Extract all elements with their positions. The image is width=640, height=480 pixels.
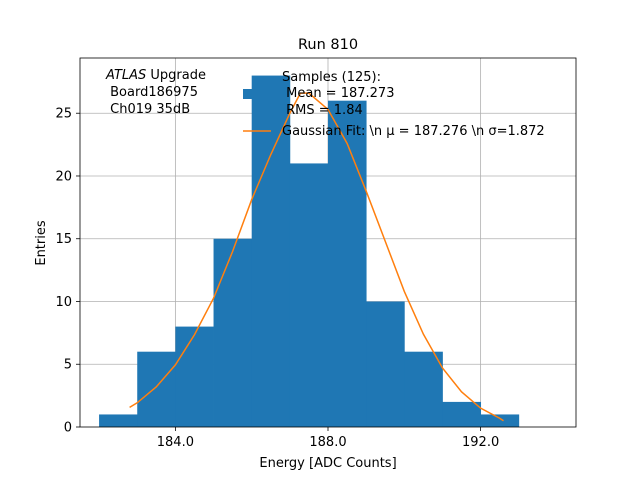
x-tick-label: 192.0: [462, 435, 499, 450]
y-axis-ticks: 0 5 10 15 20 25: [55, 107, 80, 436]
legend-patch-samples: [243, 89, 271, 99]
annotation-line-1: Upgrade: [146, 68, 206, 83]
annotation-line-3: Ch019 35dB: [106, 102, 190, 117]
histogram-bars: [99, 75, 520, 428]
x-axis-label: Energy [ADC Counts]: [259, 456, 396, 471]
y-axis-label: Entries: [34, 220, 49, 266]
x-tick-label: 188.0: [309, 435, 346, 450]
histogram-bar: [137, 351, 176, 427]
legend-samples-line-3: RMS = 1.84: [282, 103, 363, 118]
svg-text:ATLAS Upgrade: ATLAS Upgrade: [105, 68, 206, 83]
y-tick-label: 25: [55, 107, 72, 122]
annotation-line-2: Board186975: [106, 85, 198, 100]
histogram-bar: [99, 414, 138, 427]
y-tick-label: 0: [64, 421, 72, 436]
histogram-bar: [251, 75, 291, 428]
histogram-bar: [480, 414, 520, 427]
atlas-label: ATLAS: [105, 68, 146, 83]
histogram-bar: [366, 301, 405, 427]
y-tick-label: 20: [55, 169, 72, 184]
legend-samples-line-1: Samples (125):: [282, 70, 381, 85]
y-tick-label: 5: [64, 358, 72, 373]
histogram-bar: [213, 238, 253, 427]
x-axis-ticks: 184.0 188.0 192.0: [157, 427, 499, 450]
gaussian-fit-line: [129, 92, 504, 422]
histogram-bar: [442, 401, 482, 427]
legend: Samples (125): Mean = 187.273 RMS = 1.84…: [243, 70, 545, 139]
legend-fit-label: Gaussian Fit: \n μ = 187.276 \n σ=1.872: [282, 124, 545, 139]
atlas-annotation: ATLAS Upgrade Board186975 Ch019 35dB: [105, 68, 206, 117]
chart-title: Run 810: [298, 37, 358, 53]
legend-samples-line-2: Mean = 187.273: [282, 86, 394, 101]
y-tick-label: 10: [55, 295, 72, 310]
histogram-bar: [404, 351, 443, 427]
histogram-bar: [289, 163, 329, 427]
histogram-bar: [328, 100, 367, 428]
y-tick-label: 15: [55, 232, 72, 247]
histogram-bar: [175, 326, 214, 427]
x-tick-label: 184.0: [157, 435, 194, 450]
